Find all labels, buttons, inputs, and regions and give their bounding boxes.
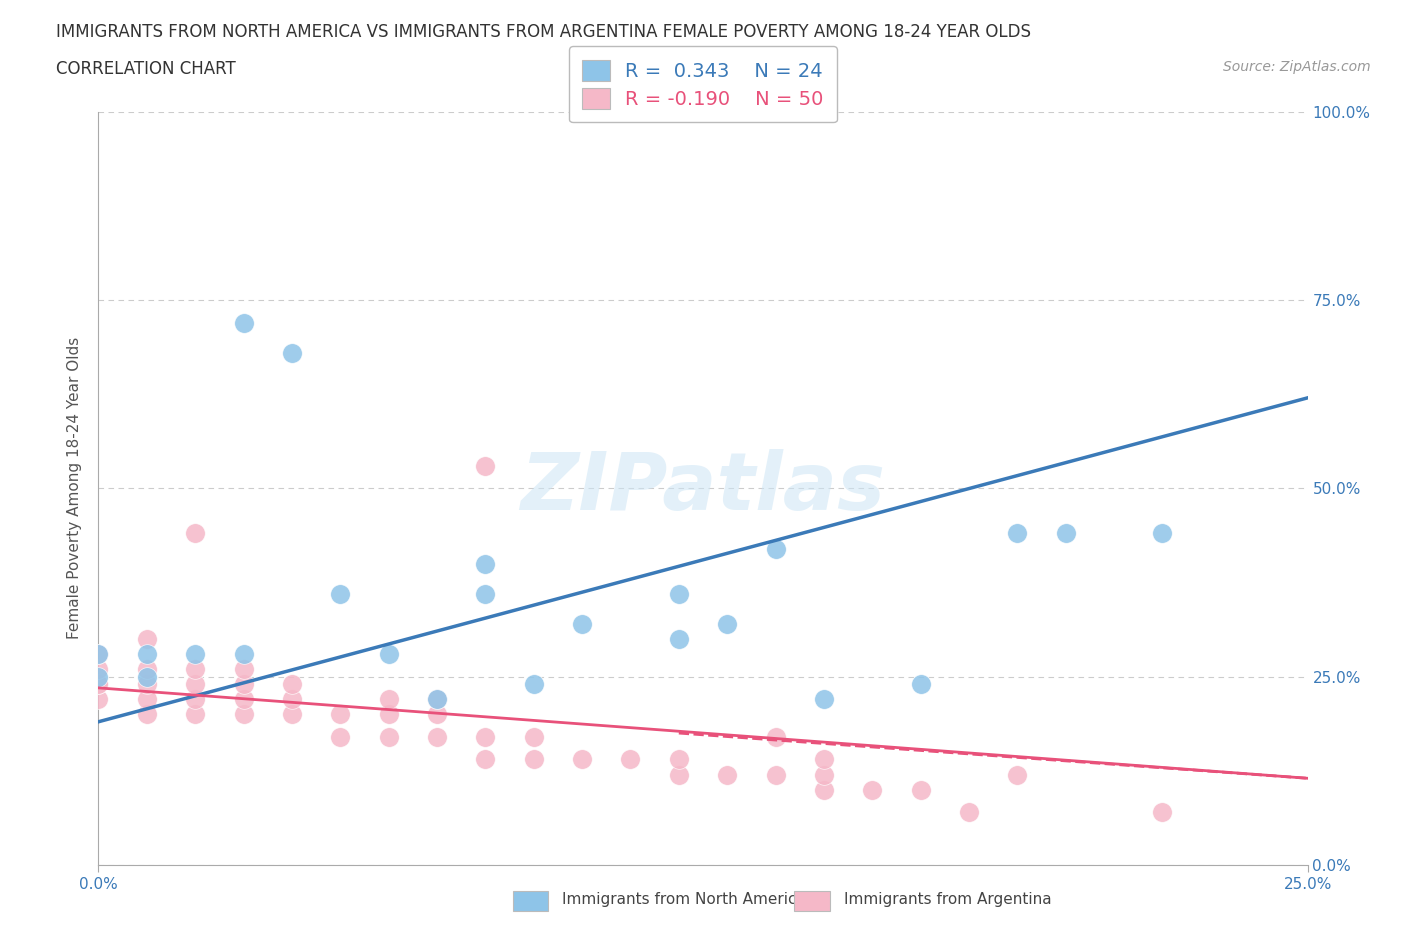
Point: [523, 677, 546, 692]
Point: [135, 692, 157, 707]
Point: [571, 617, 593, 631]
Point: [668, 631, 690, 646]
Point: [232, 315, 254, 330]
Point: [184, 661, 207, 676]
Point: [668, 586, 690, 601]
Point: [426, 707, 449, 722]
Point: [87, 677, 110, 692]
Point: [329, 729, 352, 744]
Point: [135, 670, 157, 684]
Point: [184, 692, 207, 707]
Point: [716, 767, 738, 782]
Point: [135, 707, 157, 722]
Point: [87, 692, 110, 707]
Point: [765, 541, 787, 556]
Point: [232, 646, 254, 661]
Point: [135, 631, 157, 646]
Point: [87, 661, 110, 676]
Point: [668, 767, 690, 782]
Point: [619, 752, 641, 767]
Point: [426, 729, 449, 744]
Point: [474, 458, 496, 473]
Point: [184, 526, 207, 541]
Point: [135, 661, 157, 676]
Point: [1007, 526, 1029, 541]
Point: [281, 692, 304, 707]
Point: [474, 586, 496, 601]
Point: [813, 692, 835, 707]
Point: [1152, 526, 1174, 541]
Point: [184, 677, 207, 692]
Point: [1152, 804, 1174, 819]
Point: [87, 646, 110, 661]
Point: [232, 677, 254, 692]
Point: [765, 767, 787, 782]
Point: [765, 729, 787, 744]
Point: [232, 692, 254, 707]
Point: [377, 692, 399, 707]
Point: [426, 692, 449, 707]
Text: Immigrants from Argentina: Immigrants from Argentina: [844, 892, 1052, 907]
Point: [377, 707, 399, 722]
Point: [1007, 767, 1029, 782]
Point: [813, 752, 835, 767]
Point: [184, 707, 207, 722]
Text: Immigrants from North America: Immigrants from North America: [562, 892, 806, 907]
Point: [329, 707, 352, 722]
Y-axis label: Female Poverty Among 18-24 Year Olds: Female Poverty Among 18-24 Year Olds: [67, 338, 83, 640]
Point: [910, 782, 932, 797]
Point: [523, 752, 546, 767]
Point: [426, 692, 449, 707]
Point: [571, 752, 593, 767]
Text: ZIPatlas: ZIPatlas: [520, 449, 886, 527]
Point: [232, 661, 254, 676]
Point: [184, 646, 207, 661]
Point: [474, 556, 496, 571]
Point: [716, 617, 738, 631]
Point: [910, 677, 932, 692]
Point: [281, 707, 304, 722]
Point: [135, 677, 157, 692]
Point: [813, 767, 835, 782]
Text: IMMIGRANTS FROM NORTH AMERICA VS IMMIGRANTS FROM ARGENTINA FEMALE POVERTY AMONG : IMMIGRANTS FROM NORTH AMERICA VS IMMIGRA…: [56, 23, 1031, 41]
Text: CORRELATION CHART: CORRELATION CHART: [56, 60, 236, 78]
Point: [232, 707, 254, 722]
Point: [474, 752, 496, 767]
Point: [860, 782, 883, 797]
Point: [281, 345, 304, 360]
Point: [87, 670, 110, 684]
Point: [377, 729, 399, 744]
Point: [813, 782, 835, 797]
Point: [668, 752, 690, 767]
Point: [474, 729, 496, 744]
Point: [523, 729, 546, 744]
Point: [281, 677, 304, 692]
Legend: R =  0.343    N = 24, R = -0.190    N = 50: R = 0.343 N = 24, R = -0.190 N = 50: [569, 46, 837, 123]
Point: [87, 677, 110, 692]
Point: [1054, 526, 1077, 541]
Point: [135, 646, 157, 661]
Point: [957, 804, 980, 819]
Point: [329, 586, 352, 601]
Point: [87, 646, 110, 661]
Point: [377, 646, 399, 661]
Text: Source: ZipAtlas.com: Source: ZipAtlas.com: [1223, 60, 1371, 74]
